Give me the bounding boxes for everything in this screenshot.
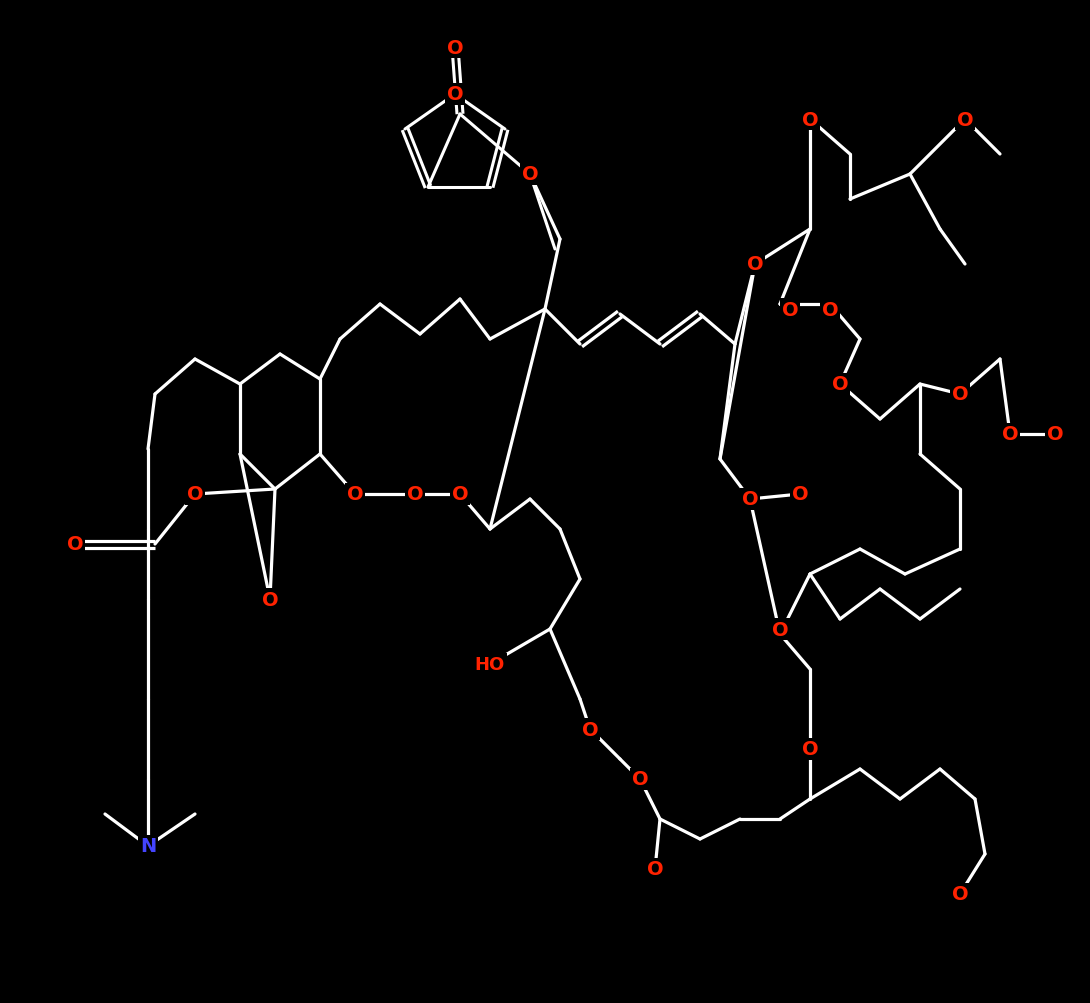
Text: O: O — [347, 485, 363, 504]
Text: O: O — [632, 769, 649, 788]
Text: O: O — [451, 485, 469, 504]
Text: N: N — [140, 837, 156, 856]
Text: O: O — [952, 385, 968, 404]
Text: O: O — [801, 110, 819, 129]
Text: O: O — [522, 165, 538, 185]
Text: O: O — [186, 485, 204, 504]
Text: HO: HO — [475, 655, 505, 673]
Text: O: O — [447, 38, 463, 57]
Text: O: O — [741, 490, 759, 509]
Text: O: O — [646, 860, 664, 879]
Text: O: O — [262, 590, 278, 609]
Text: O: O — [407, 485, 423, 504]
Text: O: O — [832, 375, 848, 394]
Text: O: O — [522, 165, 538, 185]
Text: O: O — [447, 85, 463, 104]
Text: O: O — [822, 300, 838, 319]
Text: O: O — [791, 485, 809, 504]
Text: O: O — [782, 300, 798, 319]
Text: O: O — [1046, 425, 1064, 444]
Text: O: O — [957, 110, 973, 129]
Text: O: O — [772, 620, 788, 639]
Text: O: O — [66, 535, 83, 554]
Text: O: O — [1002, 425, 1018, 444]
Text: O: O — [952, 885, 968, 904]
Text: O: O — [582, 720, 598, 739]
Text: O: O — [447, 38, 463, 57]
Text: O: O — [747, 255, 763, 274]
Text: O: O — [801, 740, 819, 758]
